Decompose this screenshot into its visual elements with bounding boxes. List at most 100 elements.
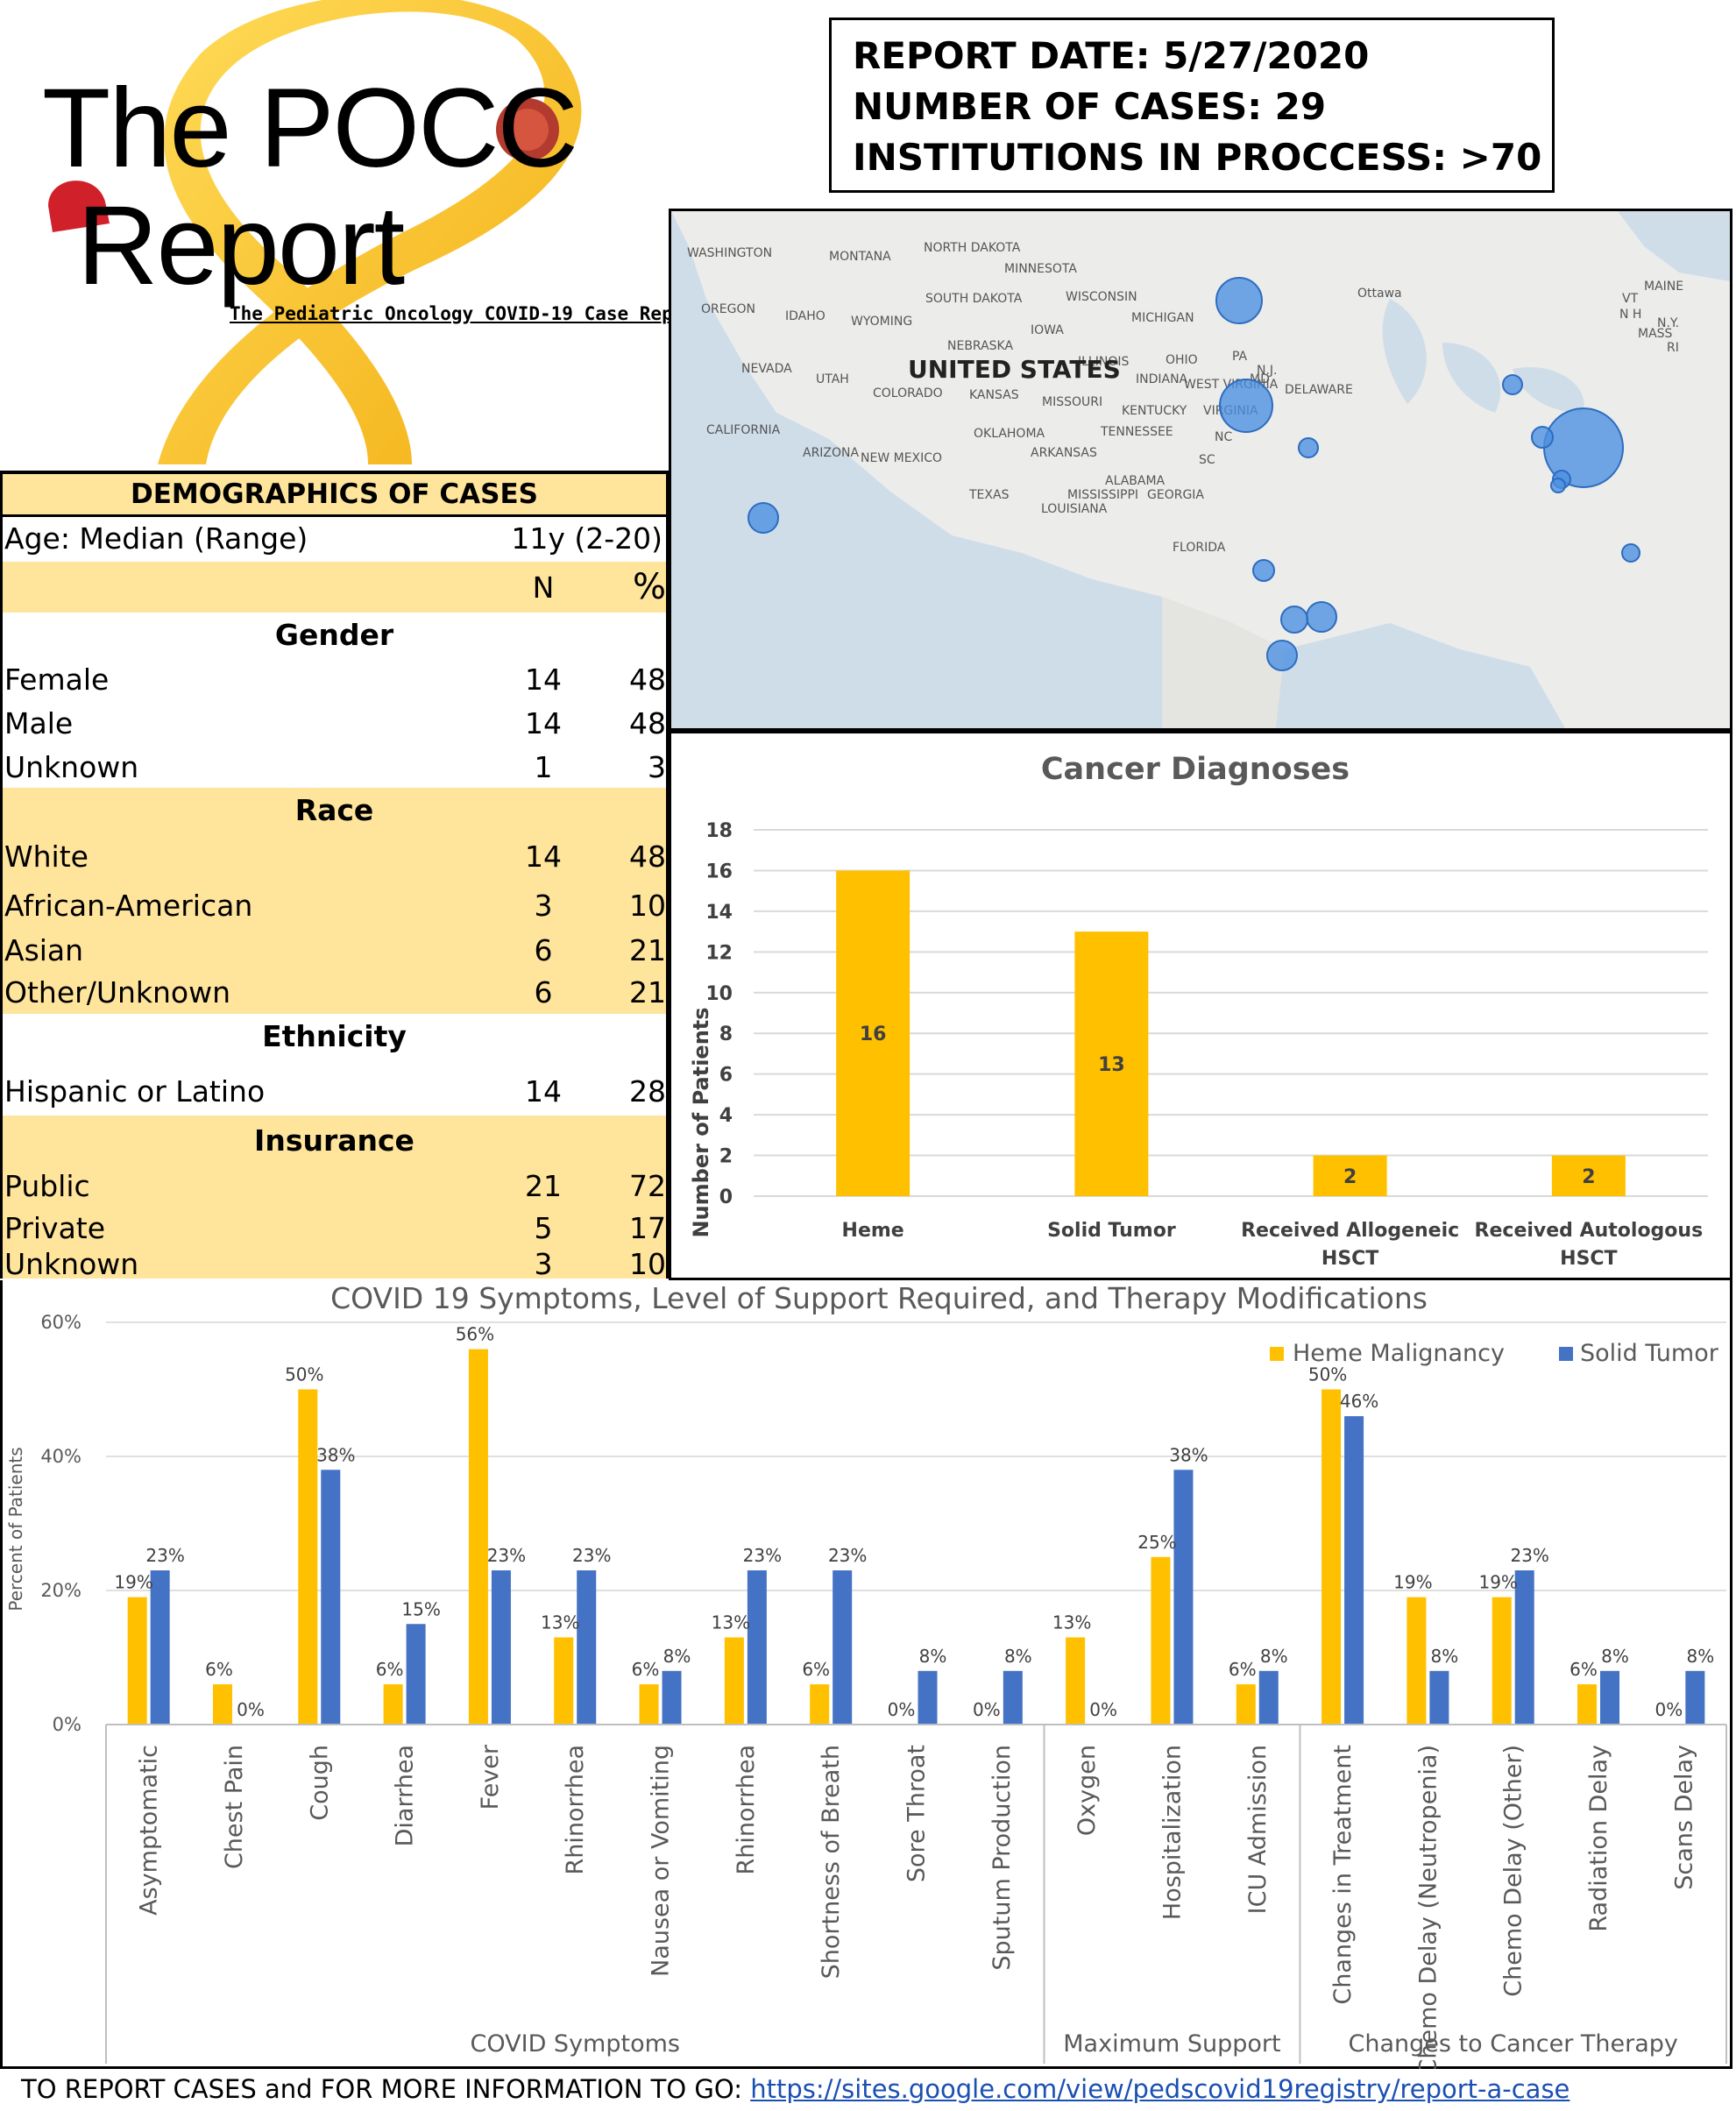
report-summary-box: REPORT DATE: 5/27/2020 NUMBER OF CASES: … xyxy=(829,18,1555,193)
x-tick-label: HSCT xyxy=(1321,1248,1378,1270)
data-label-heme: 6% xyxy=(205,1659,233,1680)
report-date: REPORT DATE: 5/27/2020 xyxy=(853,34,1370,77)
map-state-label: NEW MEXICO xyxy=(861,451,942,465)
map-state-label: CALIFORNIA xyxy=(706,423,781,437)
y-tick-label: 40% xyxy=(40,1446,81,1467)
gender-row: Male 14 48 xyxy=(4,705,666,740)
data-label: 16 xyxy=(860,1024,887,1045)
data-label-solid: 23% xyxy=(1510,1545,1548,1566)
chart-title: Cancer Diagnoses xyxy=(1041,752,1350,787)
data-label: 2 xyxy=(1582,1166,1595,1188)
map-case-marker xyxy=(1621,543,1640,563)
group-label: COVID Symptoms xyxy=(471,2030,680,2058)
insurance-row: Unknown 3 10 xyxy=(3,1246,666,1281)
map-state-label: MICHIGAN xyxy=(1131,311,1194,325)
bar-heme xyxy=(1151,1556,1171,1725)
y-tick-label: 6 xyxy=(719,1065,733,1087)
report-case-link[interactable]: https://sites.google.com/view/pedscovid1… xyxy=(750,2074,1570,2104)
x-tick-label: Shortness of Breath xyxy=(818,1745,845,1979)
bar-solid xyxy=(1685,1670,1705,1725)
data-label-solid: 8% xyxy=(1686,1646,1714,1667)
bar-heme xyxy=(127,1597,147,1725)
legend-solid: Solid Tumor xyxy=(1580,1340,1719,1367)
map-case-marker xyxy=(1502,374,1523,395)
legend-swatch-solid xyxy=(1559,1347,1573,1361)
data-label-heme: 6% xyxy=(1229,1659,1257,1680)
footer-text: TO REPORT CASES and FOR MORE INFORMATION… xyxy=(21,2074,742,2104)
bar-heme xyxy=(298,1389,318,1725)
race-row: Asian 6 21 xyxy=(3,930,666,970)
footer: TO REPORT CASES and FOR MORE INFORMATION… xyxy=(0,2069,1736,2111)
map-state-label: KENTUCKY xyxy=(1122,404,1187,418)
data-label-solid: 38% xyxy=(1169,1444,1208,1465)
map-state-label: ILLINOIS xyxy=(1078,355,1129,369)
data-label: 2 xyxy=(1343,1166,1357,1188)
logo-title-line2: Report xyxy=(77,183,405,308)
data-label: 13 xyxy=(1098,1054,1125,1076)
x-tick-label: Sputum Production xyxy=(988,1745,1016,1971)
x-tick-label: Changes in Treatment xyxy=(1329,1745,1357,2005)
data-label-solid: 8% xyxy=(663,1646,691,1667)
bar-solid xyxy=(918,1670,938,1725)
x-tick-label: ICU Admission xyxy=(1244,1745,1272,1914)
x-tick-label: Oxygen xyxy=(1073,1745,1101,1836)
map-state-labels: WASHINGTON MONTANA NORTH DAKOTA MINNESOTA OR… xyxy=(687,241,1683,555)
data-label-heme: 25% xyxy=(1137,1532,1176,1553)
y-tick-label: 12 xyxy=(705,942,733,964)
cancer-diagnoses-chart: Cancer Diagnoses Number of Patients 0 2 4 6… xyxy=(669,731,1732,1280)
bar-heme xyxy=(810,1684,830,1725)
bar-heme xyxy=(1492,1597,1512,1725)
map-case-marker xyxy=(1531,426,1554,449)
gender-row: Female 14 48 xyxy=(4,662,666,697)
data-label-heme: 6% xyxy=(376,1659,404,1680)
map-case-marker xyxy=(1306,601,1337,633)
group-label: Maximum Support xyxy=(1063,2030,1280,2058)
data-label-solid: 15% xyxy=(401,1598,440,1619)
map-state-label: MISSISSIPPI xyxy=(1067,488,1138,502)
y-tick-label: 4 xyxy=(719,1105,733,1127)
data-label-heme: 19% xyxy=(1478,1572,1517,1593)
pocc-logo: The POCC Report The Pediatric Oncology C… xyxy=(0,0,706,464)
map-state-label: NORTH DAKOTA xyxy=(924,241,1021,255)
number-of-cases: NUMBER OF CASES: 29 xyxy=(853,85,1327,128)
map-case-marker xyxy=(1252,559,1275,582)
map-state-label: FLORIDA xyxy=(1173,541,1226,555)
x-tick-label: Received Allogeneic xyxy=(1241,1220,1459,1242)
ethnicity-heading: Ethnicity xyxy=(262,1018,407,1053)
x-tick-label: Hospitalization xyxy=(1159,1745,1186,1920)
map-state-label: MASS xyxy=(1638,327,1673,341)
y-tick-label: 0 xyxy=(719,1187,733,1208)
race-row: African-American 3 10 xyxy=(3,881,666,930)
data-label-solid: 38% xyxy=(316,1444,355,1465)
us-map: WASHINGTON MONTANA NORTH DAKOTA MINNESOTA OR… xyxy=(671,211,1730,728)
race-row: White 14 48 xyxy=(3,832,666,881)
data-label-solid: 23% xyxy=(743,1545,782,1566)
bar xyxy=(1313,1155,1387,1196)
map-state-label: IDAHO xyxy=(785,309,825,323)
data-label-solid: 46% xyxy=(1340,1391,1378,1412)
map-state-label: RI xyxy=(1667,341,1679,355)
y-tick-label: 18 xyxy=(705,820,733,842)
insurance-row: Private 5 17 xyxy=(3,1207,666,1249)
covid-chart-svg: COVID 19 Symptoms, Level of Support Requ… xyxy=(5,1281,1727,2076)
bar-solid xyxy=(1003,1670,1023,1725)
bar-solid xyxy=(577,1570,597,1725)
y-tick-label: 0% xyxy=(53,1714,81,1735)
map-case-marker xyxy=(748,502,779,534)
bar-solid xyxy=(150,1570,170,1725)
gender-row: Unknown 1 3 xyxy=(4,749,666,784)
map-state-label: OHIO xyxy=(1166,353,1198,367)
demographics-title: DEMOGRAPHICS OF CASES xyxy=(3,474,666,517)
cancer-chart-svg: Cancer Diagnoses Number of Patients 0 2 4 6… xyxy=(689,752,1708,1270)
map-state-label: WISCONSIN xyxy=(1066,290,1137,304)
legend-swatch-heme xyxy=(1270,1347,1284,1361)
race-heading: Race xyxy=(3,788,666,832)
x-tick-label: Heme xyxy=(842,1220,904,1242)
map-state-label: Ottawa xyxy=(1357,287,1402,301)
logo-title-line1: The POCC xyxy=(42,66,578,191)
case-map: WASHINGTON MONTANA NORTH DAKOTA MINNESOTA OR… xyxy=(669,209,1732,731)
map-state-label: IOWA xyxy=(1031,323,1064,337)
data-label-heme: 19% xyxy=(114,1572,152,1593)
data-label-heme: 6% xyxy=(632,1659,660,1680)
x-tick-label: Nausea or Vomiting xyxy=(648,1745,675,1977)
